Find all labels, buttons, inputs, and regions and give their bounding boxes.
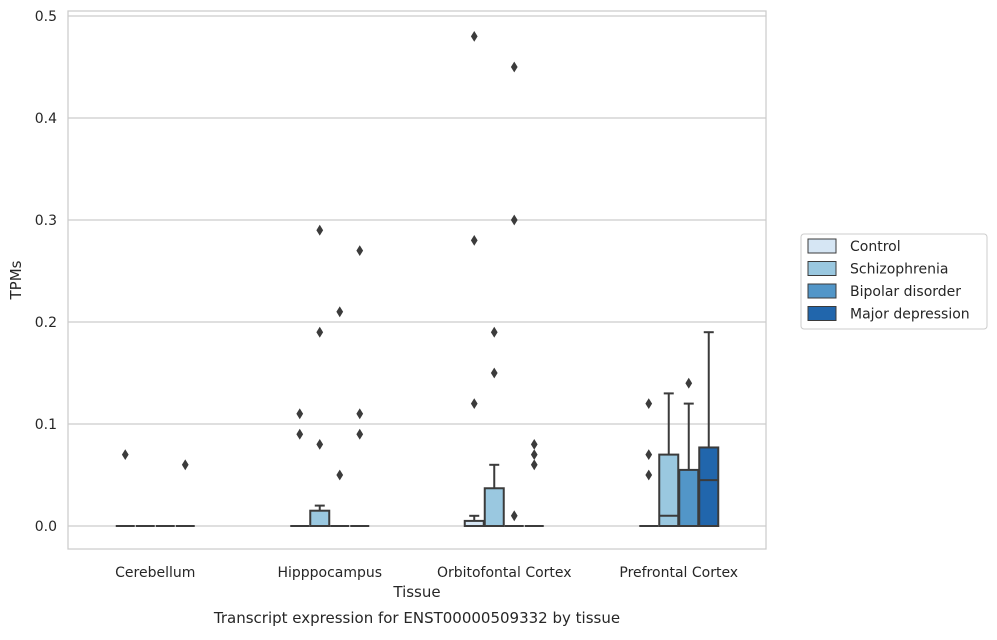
outlier-point [356, 408, 364, 420]
outlier-point [530, 459, 538, 471]
outlier-point [470, 398, 478, 409]
legend-frame [800, 233, 988, 330]
box-group [115, 449, 135, 527]
legend-label: Control [850, 239, 901, 255]
y-tick-label: 0.0 [35, 519, 57, 535]
legend-swatch [807, 306, 837, 321]
box [309, 509, 331, 528]
outlier-point [121, 449, 129, 460]
legend-label: Major depression [850, 307, 970, 323]
outlier-point [470, 235, 478, 246]
outlier-point [316, 326, 324, 338]
legend-swatch [807, 261, 837, 276]
legend-label: Schizophrenia [850, 262, 948, 278]
legend-swatch [807, 283, 837, 299]
outlier-point [356, 428, 364, 440]
grid-layer [68, 15, 766, 527]
outlier-point [645, 469, 653, 481]
box-group [175, 459, 195, 527]
y-tick-label: 0.2 [35, 315, 57, 331]
y-tick-label: 0.1 [35, 417, 57, 433]
outlier-point [530, 449, 538, 460]
y-tick-label: 0.5 [35, 9, 57, 25]
outlier-point [296, 408, 304, 420]
outlier-point [356, 245, 364, 256]
box-group [483, 326, 505, 528]
outlier-point [336, 469, 344, 481]
y-axis-label: TPMs [7, 260, 25, 300]
outlier-point [685, 377, 693, 389]
box-group [698, 331, 720, 527]
box-group [658, 392, 680, 528]
outlier-point [336, 306, 344, 318]
outlier-point [490, 367, 498, 379]
outlier-point [316, 224, 324, 236]
chart-title: Transcript expression for ENST0000050933… [213, 609, 620, 627]
box-group [350, 245, 370, 527]
outlier-point [510, 61, 518, 73]
legend-label: Bipolar disorder [850, 284, 961, 300]
x-tick-label: Hipppocampus [277, 565, 382, 581]
y-tick-labels: 0.0 0.1 0.2 0.3 0.4 0.5 [35, 9, 57, 535]
outlier-point [530, 439, 538, 450]
outlier-point [645, 449, 653, 460]
box-group [309, 224, 331, 528]
box-group [524, 439, 544, 527]
x-tick-label: Prefrontal Cortex [619, 565, 738, 581]
box-group [504, 61, 524, 527]
x-tick-label: Cerebellum [115, 565, 195, 581]
box-group [330, 306, 350, 527]
box-group [678, 377, 700, 527]
box [678, 468, 700, 527]
outlier-point [510, 214, 518, 226]
legend-swatch [807, 238, 837, 254]
box [483, 487, 505, 528]
box-layer [115, 31, 720, 528]
box-group [290, 408, 310, 527]
x-tick-label: Orbitofontal Cortex [437, 565, 572, 581]
box-group [639, 398, 659, 527]
legend: Control Schizophrenia Bipolar disorder Majo… [800, 233, 988, 330]
box-group [463, 31, 485, 528]
outlier-point [316, 439, 324, 450]
outlier-point [510, 510, 518, 522]
box [698, 446, 720, 527]
y-tick-label: 0.4 [35, 111, 57, 127]
x-axis-label: Tissue [392, 583, 440, 601]
outlier-point [296, 428, 304, 440]
outlier-point [490, 326, 498, 338]
y-tick-label: 0.3 [35, 213, 57, 229]
x-tick-labels: Cerebellum Hipppocampus Orbitofontal Corte… [115, 565, 738, 581]
outlier-point [181, 459, 189, 471]
outlier-point [645, 398, 653, 409]
plot-frame [67, 10, 767, 550]
outlier-point [470, 31, 478, 42]
